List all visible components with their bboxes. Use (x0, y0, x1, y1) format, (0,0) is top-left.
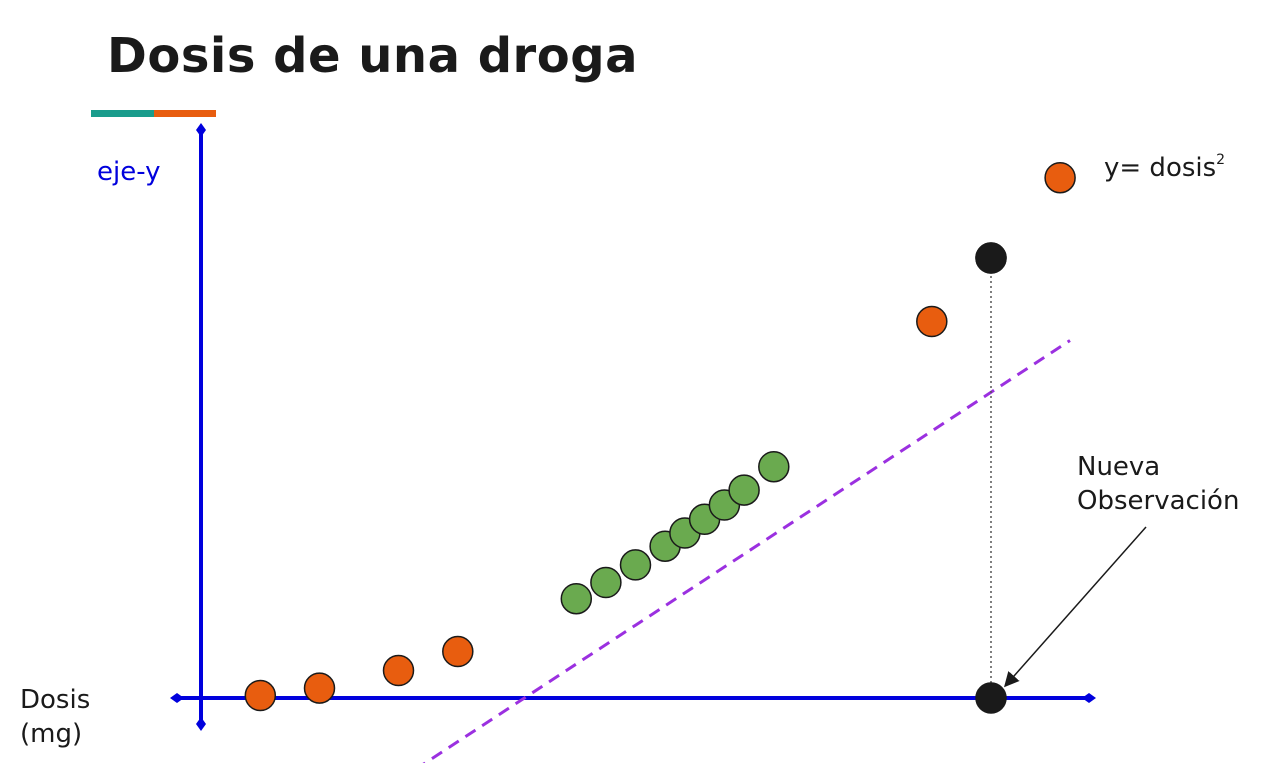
orange-point-2 (382, 654, 415, 687)
page-title: Dosis de una droga (107, 28, 638, 84)
new-observation-label: Nueva Observación (1077, 450, 1239, 518)
equation-prefix: y= dosis (1104, 153, 1217, 183)
orange-point-3 (442, 635, 474, 668)
green-point-2 (619, 549, 652, 581)
plot-marks (244, 161, 1076, 763)
y-axis-bottom-diamond (196, 717, 206, 731)
x-axis-right-diamond (1082, 693, 1096, 703)
new-observation-point-1 (975, 242, 1007, 274)
title-accent-orange (154, 110, 216, 117)
green-point-7 (728, 474, 760, 506)
equation-label: y= dosis2 (1104, 143, 1225, 185)
orange-point-4 (916, 305, 948, 338)
x-axis-left-diamond (170, 693, 184, 703)
new-observation-line2: Observación (1077, 486, 1240, 516)
equation-exponent: 2 (1216, 152, 1226, 168)
orange-point-1 (303, 672, 336, 704)
x-axis-label-line1: Dosis (20, 685, 91, 715)
green-point-8 (758, 450, 790, 483)
new-observation-point-0 (975, 682, 1007, 714)
x-axis-label-line2: (mg) (20, 719, 83, 749)
green-point-0 (560, 582, 593, 615)
new-observation-arrow (1004, 526, 1147, 688)
orange-point-6 (1044, 161, 1076, 194)
fit-line (422, 339, 1071, 763)
y-axis-label: eje-y (97, 157, 161, 187)
orange-point-0 (244, 679, 277, 712)
new-observation-line1: Nueva (1077, 452, 1161, 482)
x-axis-label: Dosis (mg) (20, 683, 90, 751)
y-axis-top-diamond (196, 123, 206, 137)
title-accent-teal (91, 110, 154, 117)
green-point-1 (590, 566, 622, 599)
